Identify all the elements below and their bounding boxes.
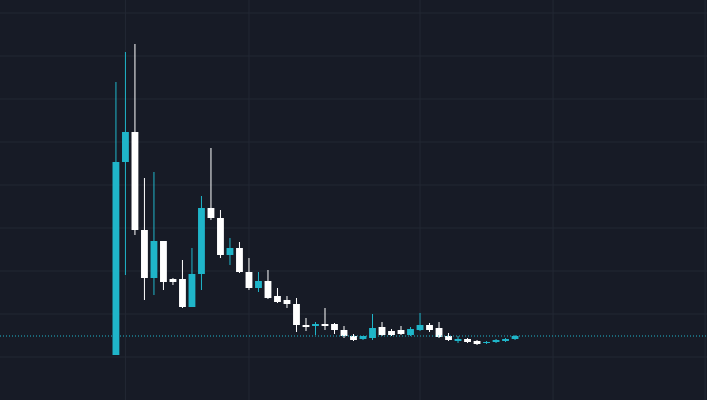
candle-body [407, 329, 414, 335]
candle-body [369, 328, 376, 338]
candle-body [426, 325, 433, 330]
candle-body [340, 330, 348, 336]
candle-body [236, 248, 243, 272]
candle-body [445, 336, 452, 340]
candle-body [302, 325, 310, 327]
candle-body [350, 336, 357, 340]
candle-body [198, 208, 205, 274]
candle-body [217, 218, 224, 255]
candle-body [511, 336, 519, 339]
candle-body [331, 324, 338, 330]
candle-body [454, 339, 462, 341]
candle-body [169, 279, 177, 282]
candle-body [264, 281, 272, 298]
candle-body [188, 274, 196, 307]
candle-body [293, 304, 300, 325]
candle-body [160, 241, 167, 282]
candle-body [464, 339, 471, 342]
candle-body [150, 241, 158, 278]
candle-body [378, 327, 386, 335]
candle-body [274, 296, 281, 302]
candle-body [112, 162, 120, 355]
candle-body [312, 324, 319, 326]
candle-body [502, 339, 509, 341]
candle-body [473, 341, 481, 344]
candle-body [397, 330, 405, 334]
candle-body [226, 248, 234, 255]
candle-body [207, 208, 215, 218]
candle-body [492, 340, 500, 342]
candle-body [141, 230, 148, 278]
candle-body [245, 272, 253, 288]
candle-body [179, 279, 186, 307]
candle-body [388, 331, 395, 335]
candle-body [483, 342, 490, 343]
candle-body [359, 336, 367, 339]
candle-body [321, 324, 329, 326]
candle-body [416, 325, 424, 330]
candle-body [435, 328, 443, 337]
candle-body [255, 281, 262, 288]
candle-body [283, 300, 291, 304]
candle-body [122, 132, 129, 162]
candle-body [131, 132, 139, 230]
